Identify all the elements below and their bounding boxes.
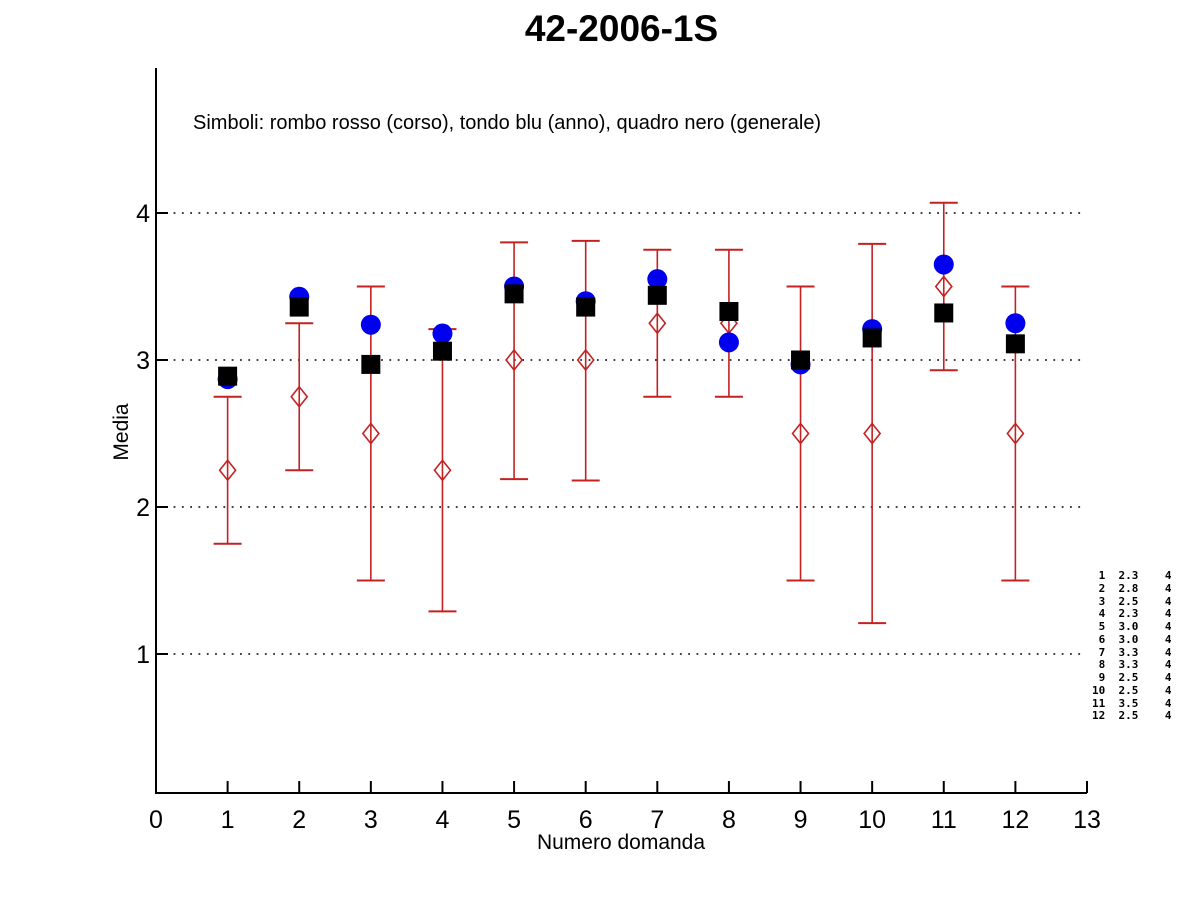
circle-anno-q4	[432, 323, 453, 344]
circle-anno-q11	[933, 254, 954, 275]
x-tick-label-3: 3	[364, 806, 378, 834]
square-generale-q6	[576, 297, 596, 317]
x-tick-label-0: 0	[149, 806, 163, 834]
circle-anno-q8	[718, 332, 739, 353]
square-generale-q4	[432, 341, 452, 361]
circle-anno-q12	[1005, 313, 1026, 334]
diamond-corso-q1	[218, 458, 237, 482]
square-generale-q7	[647, 285, 667, 305]
x-tick-label-10: 10	[858, 806, 886, 834]
diamond-corso-q9	[791, 422, 810, 445]
x-tick-label-1: 1	[221, 806, 235, 834]
x-tick-label-12: 12	[1001, 806, 1029, 834]
square-generale-q8	[719, 301, 739, 321]
x-tick-label-5: 5	[507, 806, 521, 834]
square-generale-q3	[361, 354, 381, 374]
diamond-corso-q5	[505, 348, 524, 372]
x-tick-label-11: 11	[931, 806, 957, 834]
x-tick-label-13: 13	[1073, 806, 1101, 834]
diamond-corso-q2	[290, 385, 309, 409]
y-tick-label-1: 1	[136, 641, 150, 669]
diamond-corso-q12	[1006, 422, 1025, 445]
square-generale-q11	[934, 303, 954, 323]
diamond-corso-q4	[433, 458, 452, 482]
x-tick-label-2: 2	[292, 806, 306, 834]
chart-title: 42-2006-1S	[524, 8, 719, 49]
y-tick-label-3: 3	[136, 347, 150, 375]
legend-annotation: Simboli: rombo rosso (corso), tondo blu …	[193, 112, 822, 134]
diamond-corso-q10	[863, 422, 882, 445]
x-tick-label-8: 8	[722, 806, 736, 834]
square-generale-q9	[791, 350, 811, 370]
diamond-corso-q3	[361, 422, 380, 445]
x-tick-label-9: 9	[794, 806, 808, 834]
circle-anno-q7	[647, 269, 668, 290]
x-tick-label-6: 6	[579, 806, 593, 834]
diamond-corso-q6	[576, 348, 595, 372]
diamond-corso-q7	[648, 311, 667, 335]
x-tick-label-7: 7	[650, 806, 664, 834]
square-generale-q12	[1005, 334, 1025, 354]
side-data-table: 1 2.3 4 2 2.8 4 3 2.5 4 4 2.3 4 5 3.0 4 …	[1092, 569, 1172, 723]
y-tick-label-2: 2	[136, 494, 150, 522]
y-tick-label-4: 4	[136, 200, 150, 228]
square-generale-q2	[289, 297, 309, 317]
x-tick-label-4: 4	[436, 806, 450, 834]
square-generale-q10	[862, 328, 882, 348]
square-generale-q1	[218, 366, 238, 386]
x-axis-label: Numero domanda	[536, 831, 706, 854]
circle-anno-q3	[360, 314, 381, 335]
square-generale-q5	[504, 284, 524, 304]
diamond-corso-q11	[934, 275, 953, 298]
